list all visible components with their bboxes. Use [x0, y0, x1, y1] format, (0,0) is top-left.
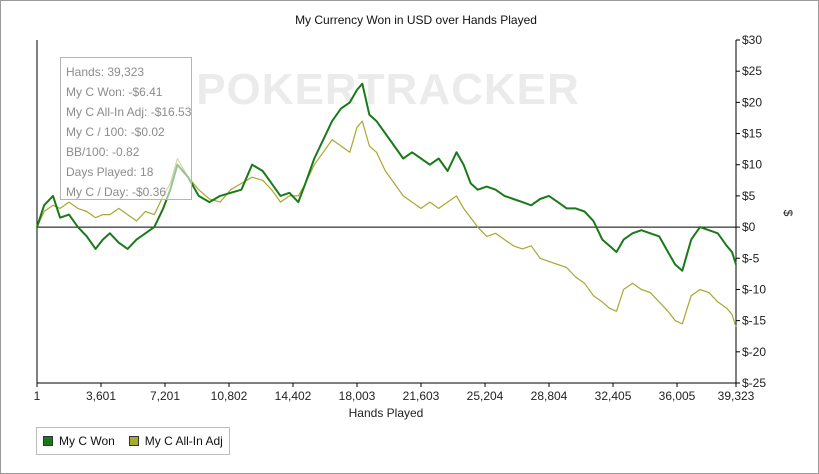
legend-label-allin: My C All-In Adj: [144, 434, 223, 448]
y-axis-label: $: [781, 210, 795, 217]
x-tick-label: 21,603: [403, 389, 440, 403]
x-tick-label: 39,323: [718, 389, 755, 403]
stat-hands: Hands: 39,323: [66, 65, 145, 79]
stat-per-100: My C / 100: -$0.02: [66, 125, 165, 139]
pokertracker-watermark: POKERTRACKER: [196, 65, 580, 114]
legend-swatch-won: [43, 436, 53, 446]
legend: My C Won My C All-In Adj: [36, 427, 230, 455]
stats-tooltip: Hands: 39,323 My C Won: -$6.41 My C All-…: [60, 57, 192, 200]
legend-item-won[interactable]: My C Won: [43, 434, 115, 448]
legend-item-allin[interactable]: My C All-In Adj: [128, 434, 223, 448]
y-tick-label: $-25: [742, 376, 766, 390]
x-tick-label: 7,201: [150, 389, 180, 403]
series-lines: [36, 82, 737, 328]
x-tick-label: 18,003: [339, 389, 376, 403]
x-tick-label: 1: [34, 389, 41, 403]
y-tick-label: $25: [742, 64, 762, 78]
x-tick-label: 14,402: [275, 389, 312, 403]
y-tick-label: $30: [742, 33, 762, 47]
stat-bb-per-100: BB/100: -0.82: [66, 145, 140, 159]
y-tick-label: $-15: [742, 314, 766, 328]
x-tick-label: 28,804: [531, 389, 568, 403]
y-tick-label: $5: [742, 189, 756, 203]
y-tick-label: $0: [742, 220, 756, 234]
legend-swatch-allin: [128, 436, 139, 446]
y-tick-label: $10: [742, 158, 762, 172]
tick-labels: 1 3,601 7,201 10,802 14,402 18,003 21,603 25,20…: [34, 33, 767, 403]
stat-allin-adj: My C All-In Adj: -$16.53: [66, 105, 192, 119]
series-line-won: [36, 82, 737, 272]
x-tick-label: 10,802: [211, 389, 248, 403]
y-tick-label: $-5: [742, 251, 760, 265]
y-tick-label: $20: [742, 95, 762, 109]
series-line-allin-adj: [36, 120, 737, 328]
stat-per-day: My C / Day: -$0.36: [66, 185, 167, 199]
x-tick-label: 36,005: [659, 389, 696, 403]
x-tick-label: 3,601: [86, 389, 116, 403]
x-tick-label: 32,405: [595, 389, 632, 403]
x-axis-label: Hands Played: [349, 406, 424, 420]
stat-won: My C Won: -$6.41: [66, 85, 163, 99]
y-tick-label: $15: [742, 127, 762, 141]
y-tick-label: $-10: [742, 282, 766, 296]
legend-label-won: My C Won: [59, 434, 115, 448]
y-tick-label: $-20: [742, 345, 766, 359]
x-tick-label: 25,204: [467, 389, 504, 403]
chart-title: My Currency Won in USD over Hands Played: [295, 13, 537, 27]
stat-days-played: Days Played: 18: [66, 165, 154, 179]
watermark-text: POKERTRACKER: [196, 65, 580, 114]
